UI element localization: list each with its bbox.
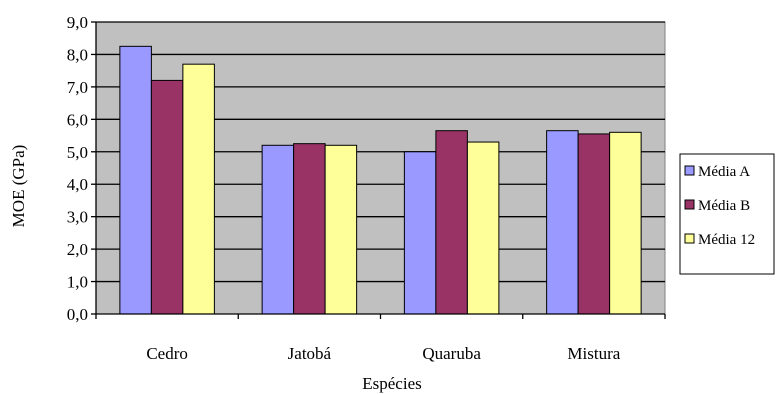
y-tick-label: 3,0 — [67, 208, 88, 227]
y-tick-label: 6,0 — [67, 110, 88, 129]
bar-cedro-2 — [150, 79, 184, 315]
y-tick-label: 9,0 — [67, 13, 88, 32]
x-tick-label: Quaruba — [422, 344, 481, 363]
bar-quaruba-3 — [466, 141, 500, 315]
y-tick-label: 5,0 — [67, 143, 88, 162]
bar-jatob-2 — [293, 143, 326, 315]
bar-jatob-1 — [261, 144, 295, 315]
legend: Média A Média B Média 12 — [679, 153, 775, 275]
x-tick-label: Cedro — [146, 344, 188, 363]
y-tick-label: 4,0 — [67, 175, 88, 194]
x-axis-title: Espécies — [362, 374, 421, 393]
bar-quaruba-2 — [435, 130, 468, 315]
y-axis-title: MOE (GPa) — [9, 145, 28, 228]
axes: Cedro Jatobá Quaruba Mistura 0,0 1,0 2,0 3,0 4,0… — [67, 13, 666, 363]
bar-quaruba-1 — [403, 151, 437, 315]
y-tick-label: 0,0 — [67, 305, 88, 324]
plot-area — [95, 21, 666, 315]
legend-box — [679, 153, 775, 275]
x-tick-label: Mistura — [567, 344, 620, 363]
bar-mistura-3 — [609, 131, 642, 315]
bar-cedro-1 — [119, 45, 152, 315]
legend-swatch — [684, 165, 695, 176]
y-tick-label: 2,0 — [67, 240, 88, 259]
legend-label: Média A — [698, 164, 750, 180]
bar-mistura-1 — [546, 130, 579, 315]
bar-mistura-2 — [577, 133, 611, 315]
y-tick-label: 7,0 — [67, 78, 88, 97]
x-tick-label: Jatobá — [288, 344, 332, 363]
legend-label: Média B — [698, 198, 750, 214]
y-tick-label: 8,0 — [67, 45, 88, 64]
bar-cedro-3 — [182, 63, 215, 315]
legend-label: Média 12 — [698, 232, 755, 248]
legend-swatch — [684, 233, 695, 244]
bar-jatob-3 — [324, 144, 358, 315]
legend-swatch — [684, 199, 695, 210]
y-tick-label: 1,0 — [67, 273, 88, 292]
